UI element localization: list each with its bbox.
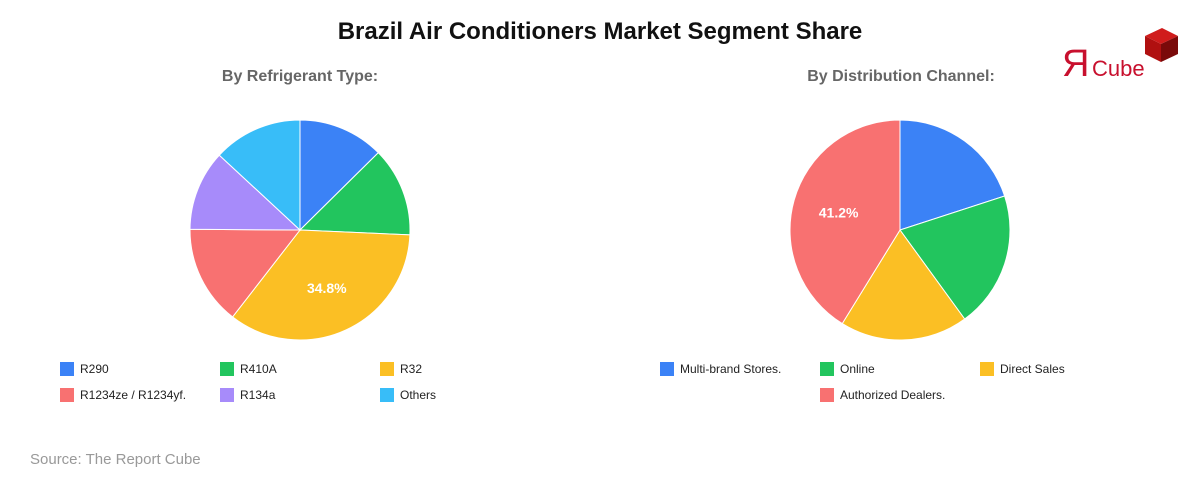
chart-title: Brazil Air Conditioners Market Segment S… — [337, 18, 863, 45]
source-note: Source: The Report Cube — [30, 451, 201, 468]
distribution-chart-title: By Distribution Channel: — [807, 68, 995, 85]
legend-item-online[interactable]: Online — [820, 362, 875, 376]
distribution-pie: 41.2% — [780, 110, 1020, 350]
logo-mark: Я — [1062, 43, 1089, 84]
legend-item-r410a[interactable]: R410A — [220, 362, 277, 376]
legend-item-others[interactable]: Others — [380, 388, 436, 402]
pie-slice-r290[interactable] — [299, 119, 379, 232]
pie-slice-multi-brand-stores[interactable] — [899, 119, 1006, 231]
pie-slice-r410a[interactable] — [298, 152, 411, 236]
logo-text: Cube — [1092, 56, 1145, 81]
pie-slice-direct-sales[interactable] — [841, 229, 966, 341]
slice-percent-label: 34.8% — [307, 280, 347, 296]
legend-item-multi-brand[interactable]: Multi-brand Stores. — [660, 362, 781, 376]
report-cube-logo: Я Cube — [1060, 24, 1185, 85]
pie-slice-online[interactable] — [899, 195, 1011, 320]
refrigerant-chart-title: By Refrigerant Type: — [221, 68, 379, 85]
pie-slice-r32[interactable] — [231, 229, 411, 341]
legend-item-r290[interactable]: R290 — [60, 362, 109, 376]
legend-item-direct-sales[interactable]: Direct Sales — [980, 362, 1065, 376]
cube-icon: Я Cube — [1062, 28, 1178, 85]
legend-item-r1234ze[interactable]: R1234ze / R1234yf. — [60, 388, 186, 402]
slice-percent-label: 41.2% — [819, 205, 859, 221]
pie-slice-r134a[interactable] — [189, 154, 302, 231]
legend-item-authorized-dealers[interactable]: Authorized Dealers. — [820, 388, 945, 402]
refrigerant-pie: 34.8% — [180, 110, 420, 350]
pie-slice-others[interactable] — [218, 119, 301, 232]
legend-item-r32[interactable]: R32 — [380, 362, 422, 376]
pie-slice-r1234ze-r1234yf[interactable] — [189, 228, 302, 318]
legend-item-r134a[interactable]: R134a — [220, 388, 275, 402]
pie-slice-authorized-dealers[interactable] — [789, 119, 901, 325]
